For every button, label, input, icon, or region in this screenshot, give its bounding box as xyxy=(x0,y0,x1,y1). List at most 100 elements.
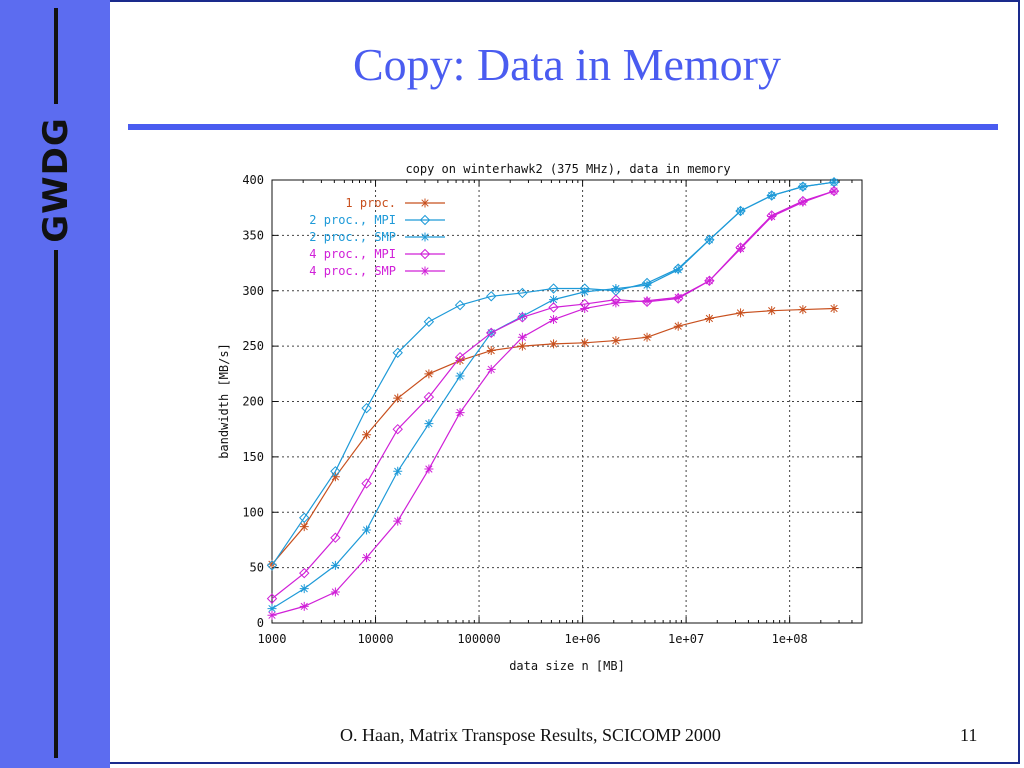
data-point xyxy=(549,295,559,305)
sidebar-line-bottom xyxy=(54,250,58,758)
data-point xyxy=(829,303,839,313)
data-point xyxy=(736,206,746,216)
data-point xyxy=(423,391,435,403)
series-1 xyxy=(267,303,839,569)
data-point xyxy=(642,332,652,342)
data-point xyxy=(611,298,621,308)
data-point xyxy=(767,212,777,222)
data-point xyxy=(642,296,652,306)
data-point xyxy=(517,311,527,321)
series-3 xyxy=(267,177,839,614)
data-point xyxy=(299,522,309,532)
data-point xyxy=(611,284,621,294)
data-point xyxy=(454,351,466,363)
data-point xyxy=(266,593,278,604)
data-point xyxy=(393,516,403,526)
sidebar-line-top xyxy=(54,8,58,104)
data-point xyxy=(517,332,527,342)
chart-title: copy on winterhawk2 (375 MHz), data in m… xyxy=(405,162,730,176)
y-tick-label: 400 xyxy=(242,173,264,187)
data-point xyxy=(486,291,497,302)
footer-text: O. Haan, Matrix Transpose Results, SCICO… xyxy=(340,725,721,745)
data-point xyxy=(549,339,559,349)
x-tick-label: 1e+07 xyxy=(668,632,704,646)
gwdg-logo: GWDG xyxy=(0,110,110,250)
data-point xyxy=(267,610,277,620)
data-point xyxy=(736,244,746,254)
y-tick-label: 150 xyxy=(242,450,264,464)
data-point xyxy=(829,177,839,187)
y-tick-label: 0 xyxy=(257,616,264,630)
data-point xyxy=(486,346,496,356)
data-point xyxy=(580,287,590,297)
data-point xyxy=(392,347,403,358)
data-point xyxy=(299,512,310,523)
data-point xyxy=(517,312,528,323)
data-point xyxy=(798,305,808,315)
legend-marker xyxy=(419,214,431,226)
legend-marker xyxy=(420,198,430,208)
data-point xyxy=(361,402,372,414)
y-tick-label: 300 xyxy=(242,284,264,298)
y-tick-label: 100 xyxy=(242,505,264,519)
data-point xyxy=(704,276,714,286)
data-point xyxy=(424,419,434,429)
slide-title: Copy: Data in Memory xyxy=(353,39,781,90)
sidebar: GWDG xyxy=(0,0,110,768)
data-point xyxy=(424,369,434,379)
x-tick-label: 100000 xyxy=(457,632,500,646)
chart-grid xyxy=(271,179,862,624)
data-point xyxy=(611,336,621,346)
data-point xyxy=(362,553,372,563)
data-point xyxy=(766,190,777,201)
x-tick-label: 1e+08 xyxy=(772,632,808,646)
data-point xyxy=(704,313,714,323)
data-point xyxy=(455,371,465,381)
data-point xyxy=(798,197,808,207)
data-point xyxy=(486,327,497,339)
data-point xyxy=(330,466,341,477)
y-tick-label: 50 xyxy=(250,561,264,575)
data-point xyxy=(580,303,590,313)
data-point xyxy=(736,308,746,318)
data-point xyxy=(517,341,527,351)
data-point xyxy=(393,393,403,403)
series-5 xyxy=(267,186,839,620)
gwdg-logo-text: GWDG xyxy=(36,117,76,243)
data-point xyxy=(580,338,590,348)
data-point xyxy=(330,560,340,570)
data-point xyxy=(548,283,559,294)
data-point xyxy=(455,356,465,366)
data-point xyxy=(299,601,309,611)
bandwidth-chart: copy on winterhawk2 (375 MHz), data in m… xyxy=(217,162,863,673)
x-axis-label: data size n [MB] xyxy=(509,659,625,673)
data-point xyxy=(798,182,808,192)
y-tick-label: 350 xyxy=(242,228,264,242)
y-tick-label: 250 xyxy=(242,339,264,353)
data-point xyxy=(299,567,310,579)
data-point xyxy=(267,604,277,614)
data-point xyxy=(362,525,372,535)
legend-marker xyxy=(419,248,431,260)
data-point xyxy=(455,408,465,418)
data-point xyxy=(330,587,340,597)
data-point xyxy=(392,423,403,435)
data-point xyxy=(423,316,435,327)
data-point xyxy=(330,472,340,482)
data-point xyxy=(829,186,839,196)
legend-label: 4 proc., MPI xyxy=(309,247,396,261)
chart-series xyxy=(266,177,840,620)
legend-marker xyxy=(420,266,430,276)
legend-label: 2 proc., SMP xyxy=(309,230,396,244)
data-point xyxy=(767,306,777,316)
chart-legend: 1 proc. 2 proc., MPI 2 proc., SMP 4 proc., … xyxy=(309,196,445,278)
legend-label: 2 proc., MPI xyxy=(309,213,396,227)
data-point xyxy=(424,464,434,474)
data-point xyxy=(486,364,496,374)
data-point xyxy=(330,532,341,543)
y-axis-label: bandwidth [MB/s] xyxy=(217,343,231,459)
data-point xyxy=(361,478,372,489)
series-line xyxy=(271,307,835,565)
x-tick-label: 1000 xyxy=(258,632,287,646)
chart-axes: 0 50 100 150 200 250 300 350 400 1000 10000 100000 1… xyxy=(242,173,863,646)
